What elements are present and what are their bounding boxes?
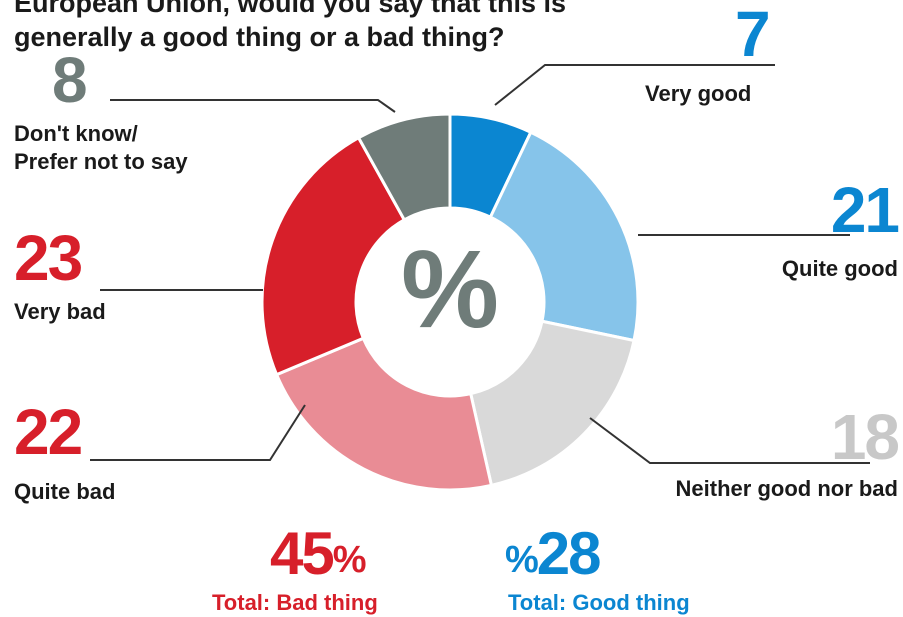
leader-line-quite-bad [90, 404, 306, 461]
label-dont-know-line-2: Prefer not to say [14, 149, 188, 174]
label-very-bad: Very bad [14, 299, 106, 324]
donut-slice-neither-good-nor-bad [468, 319, 636, 488]
label-neither: Neither good nor bad [675, 476, 898, 501]
title-line-1: European Union, would you say that this … [14, 0, 567, 18]
value-quite-bad: 22 [14, 396, 83, 468]
total-bad-label: Total: Bad thing [212, 590, 378, 615]
total-bad-number: 45 [270, 520, 335, 587]
donut-slices [260, 112, 640, 492]
label-very-good: Very good [645, 81, 752, 106]
donut-slice-very-bad [260, 135, 407, 377]
value-quite-good: 21 [830, 174, 900, 246]
total-good-label: Total: Good thing [508, 590, 690, 615]
leader-line-very-good [494, 64, 775, 106]
value-neither: 18 [830, 401, 900, 473]
value-very-good: 7 [735, 0, 771, 70]
donut-slice-quite-bad [274, 336, 494, 492]
total-good-value: %28 [505, 524, 602, 584]
donut-slice-don-t-know-prefer-not-to-say [356, 112, 452, 222]
total-good-number: 28 [536, 520, 602, 587]
center-percent-symbol: % [401, 228, 499, 351]
value-very-bad: 23 [14, 222, 83, 294]
total-good-percent-sign: % [505, 539, 539, 581]
label-quite-good: Quite good [781, 256, 898, 281]
leader-line-dont-know [110, 99, 396, 113]
label-quite-bad: Quite bad [14, 479, 116, 504]
chart-title: European Union, would you say that this … [14, 0, 654, 54]
title-line-2: generally a good thing or a bad thing? [14, 22, 505, 52]
label-dont-know-line-1: Don't know/ [14, 121, 138, 146]
total-bad-value: 45% [270, 524, 367, 584]
donut-slice-quite-good [488, 130, 640, 343]
leader-line-neither [589, 417, 870, 464]
value-dont-know: 8 [52, 44, 88, 116]
leader-lines [90, 64, 870, 464]
total-bad-percent-sign: % [332, 539, 367, 581]
